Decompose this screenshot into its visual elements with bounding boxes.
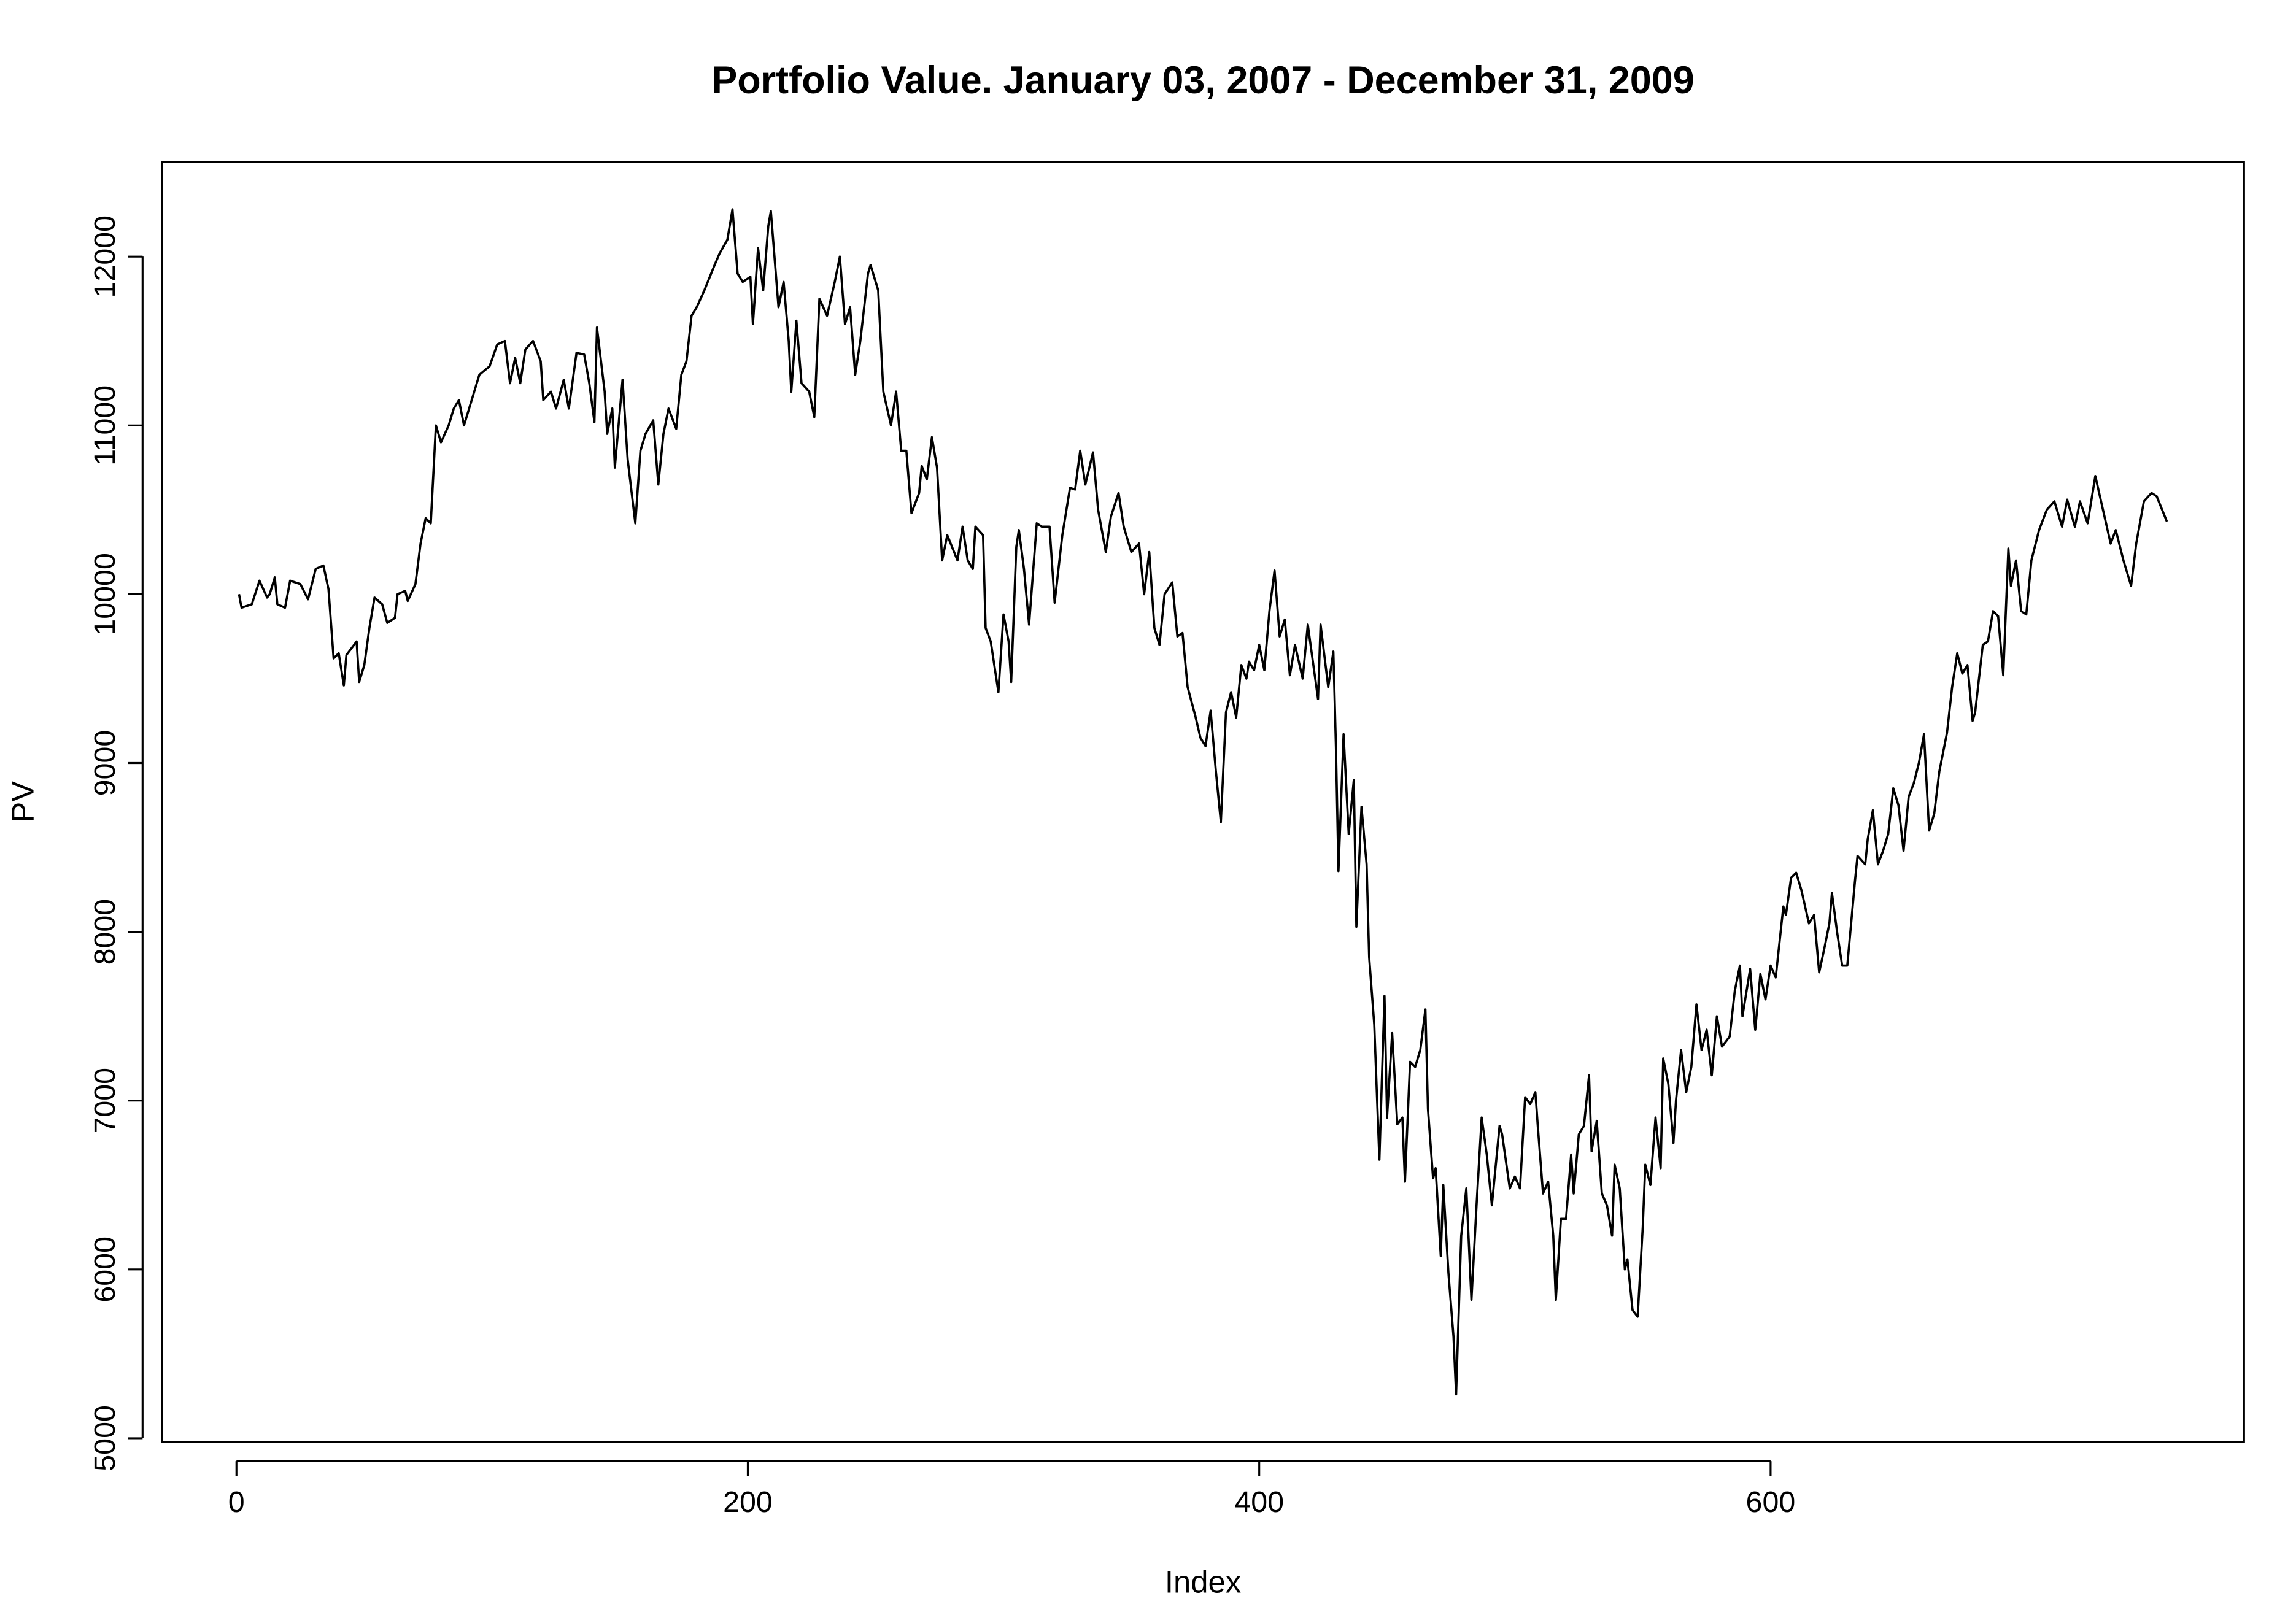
data-line — [238, 208, 2168, 1396]
y-tick-label: 11000 — [88, 385, 122, 466]
y-axis-label: PV — [6, 781, 41, 823]
y-tick-label: 5000 — [88, 1405, 122, 1471]
x-tick-label: 200 — [723, 1486, 773, 1519]
y-tick-label: 8000 — [88, 899, 122, 965]
x-tick-label: 0 — [228, 1486, 245, 1519]
y-tick-label: 9000 — [88, 730, 122, 796]
plot-frame — [161, 161, 2245, 1443]
chart-title: Portfolio Value. January 03, 2007 - Dece… — [711, 59, 1694, 102]
y-tick-label: 12000 — [88, 215, 122, 298]
y-tick-label: 7000 — [88, 1068, 122, 1134]
x-tick-label: 600 — [1746, 1486, 1796, 1519]
x-tick-label: 400 — [1234, 1486, 1284, 1519]
x-axis-label: Index — [1165, 1564, 1241, 1599]
y-tick-label: 10000 — [88, 553, 122, 636]
y-tick-label: 6000 — [88, 1236, 122, 1303]
